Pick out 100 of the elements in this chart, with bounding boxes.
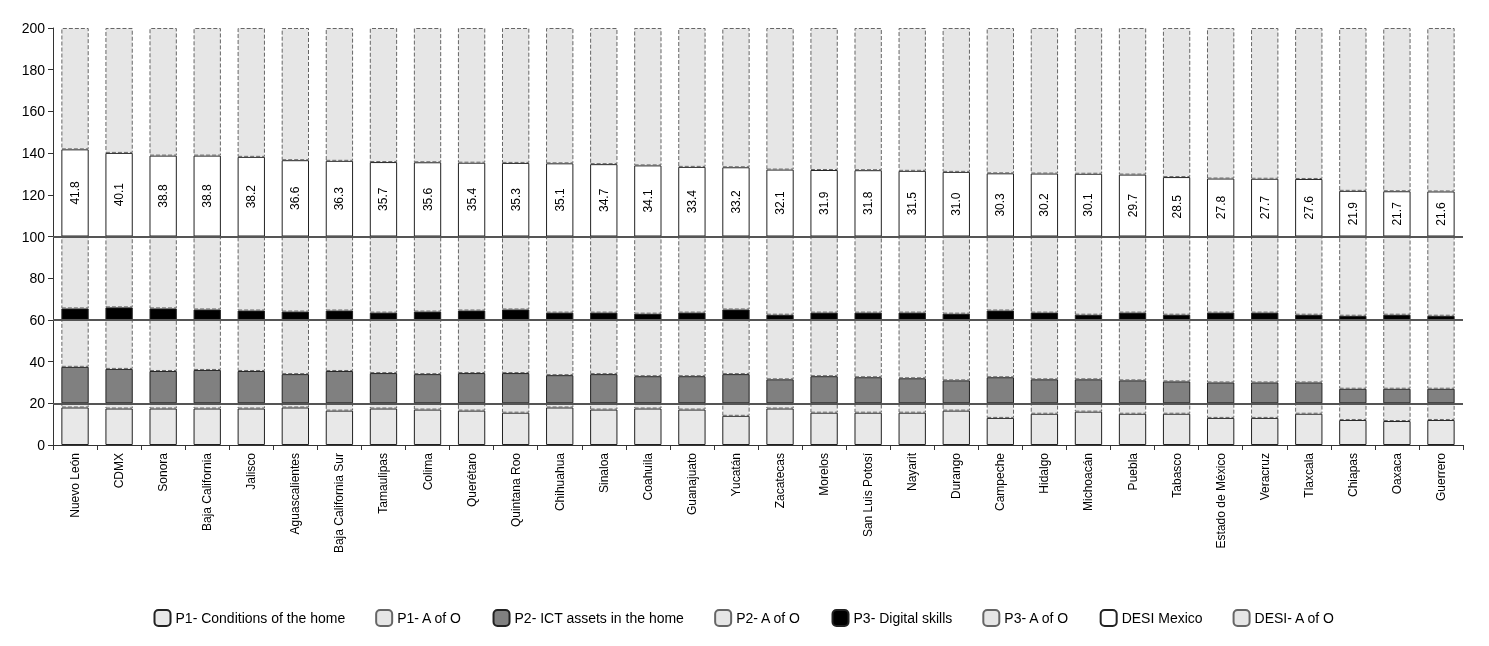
bar (1162, 381, 1191, 404)
bar (1030, 28, 1059, 174)
bar (281, 374, 309, 404)
bar (325, 236, 354, 311)
data-label: 36.3 (332, 186, 347, 211)
bar (237, 319, 265, 371)
bar (61, 319, 89, 367)
bar (149, 236, 177, 309)
bar (1118, 380, 1147, 404)
bar (722, 309, 750, 320)
x-tick-label: Querétaro (464, 452, 479, 508)
y-tick-label: 200 (21, 20, 46, 36)
x-tick-label: Jalisco (244, 452, 259, 490)
data-label: 34.7 (596, 188, 611, 212)
x-tick-label: Baja California (200, 452, 215, 532)
data-label: 38.8 (156, 184, 171, 208)
bar (281, 319, 309, 375)
bar (942, 28, 970, 172)
bar (678, 409, 706, 445)
x-tick-label: Nayarit (905, 452, 920, 492)
x-tick-label: Quintana Roo (508, 452, 523, 528)
x-tick-label: Estado de México (1213, 452, 1228, 549)
bar (854, 319, 882, 378)
bar (590, 236, 618, 313)
bar (942, 380, 970, 404)
bar (854, 28, 882, 171)
bar (149, 408, 177, 445)
bar (1427, 191, 1455, 237)
bar (502, 236, 530, 310)
data-label: 30.2 (1037, 193, 1052, 217)
bar (986, 28, 1014, 174)
y-tick-label: 60 (29, 311, 46, 328)
data-label: 29.7 (1125, 193, 1140, 218)
data-label: 32.1 (773, 191, 788, 215)
bar (413, 236, 442, 312)
bar (369, 319, 398, 374)
bar (61, 308, 89, 320)
bar (634, 408, 662, 445)
x-tick-label: Tabasco (1169, 452, 1184, 498)
bar (1339, 319, 1367, 389)
data-label: 41.8 (68, 180, 83, 205)
bar (1074, 173, 1103, 237)
bar (1339, 28, 1367, 191)
y-tick-label: 20 (29, 395, 46, 412)
bar (766, 169, 794, 237)
x-tick-label: Coahuila (640, 452, 655, 501)
bar (149, 28, 177, 156)
bar (281, 28, 309, 161)
x-tick-label: Tlaxcala (1301, 452, 1316, 498)
bar (502, 162, 530, 237)
data-label: 35.4 (464, 187, 479, 212)
bar (1074, 379, 1103, 404)
data-label: 31.9 (817, 191, 832, 215)
x-tick-label: Tamaulipas (376, 453, 391, 514)
bar (854, 236, 882, 313)
bar (942, 319, 970, 381)
data-label: 21.9 (1345, 201, 1360, 226)
x-tick-label: Hidalgo (1037, 452, 1052, 494)
bar (546, 236, 574, 313)
bar (1118, 28, 1147, 175)
bar (766, 236, 794, 315)
x-tick-label: Colima (420, 452, 435, 491)
bar (766, 408, 794, 445)
bar (986, 377, 1014, 404)
data-label: 35.6 (420, 187, 435, 212)
bar (1074, 236, 1103, 315)
bar (678, 166, 706, 237)
bar (369, 162, 398, 237)
bar (105, 408, 133, 445)
bar (546, 319, 574, 376)
bar (1251, 28, 1279, 179)
data-label: 35.1 (552, 187, 567, 212)
bar (1118, 319, 1147, 381)
bar (1251, 382, 1279, 404)
bar (546, 407, 574, 445)
bar (369, 408, 398, 445)
data-label: 27.6 (1301, 195, 1316, 220)
x-tick-label: Chihuahua (552, 452, 567, 512)
bar (1251, 236, 1279, 313)
bar (722, 167, 750, 237)
bar (193, 369, 221, 404)
bar (105, 368, 133, 404)
bar (722, 374, 750, 404)
data-label: 40.1 (112, 182, 127, 207)
bar (325, 160, 354, 237)
bar (413, 162, 442, 237)
bar (854, 170, 882, 237)
bar (1030, 319, 1059, 380)
data-label: 31.5 (905, 191, 920, 216)
bar (898, 378, 926, 404)
x-tick-label: San Luis Potosí (861, 452, 876, 538)
legend-label: P1- A of O (397, 610, 462, 626)
bar (105, 152, 133, 237)
bar (590, 319, 618, 375)
bar (634, 165, 662, 237)
y-tick-label: 100 (21, 228, 46, 245)
bar (1383, 28, 1411, 192)
data-label: 27.7 (1257, 195, 1272, 220)
bar (1207, 382, 1235, 404)
x-tick-label: Guanajuato (684, 452, 699, 516)
